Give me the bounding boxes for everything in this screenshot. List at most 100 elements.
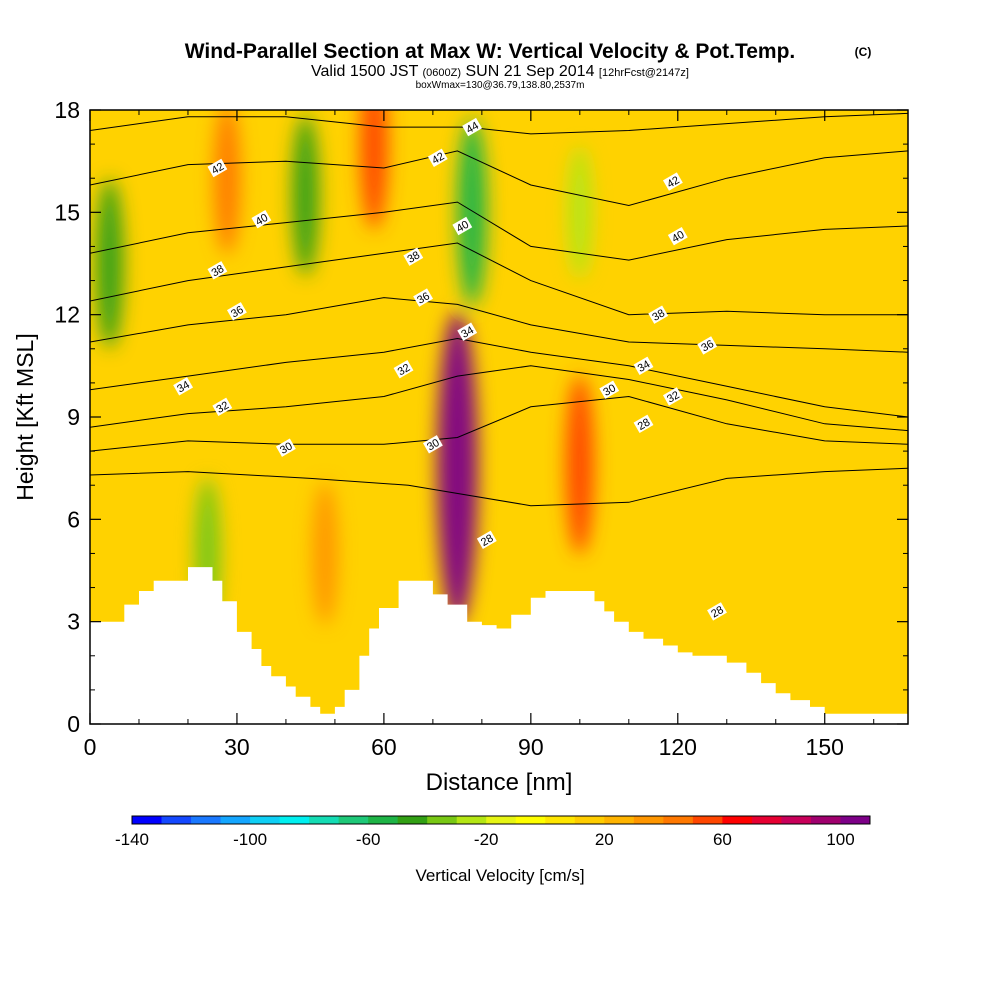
colorbar-swatch [515, 816, 546, 824]
isentrope-label-box [207, 158, 228, 178]
isentrope-label-text: 30 [278, 440, 295, 457]
colorbar-label: Vertical Velocity [cm/s] [415, 866, 584, 885]
isentrope-label-text: 28 [636, 416, 653, 433]
colorbar-swatch [191, 816, 221, 824]
colorbar-tick-label: -60 [356, 830, 381, 849]
isentrope-label-box [707, 602, 727, 621]
isentrope-label-box [413, 288, 434, 307]
colorbar-swatch [250, 816, 280, 824]
isentrope-label-text: 38 [405, 249, 422, 266]
y-tick-label: 6 [67, 506, 80, 532]
isentrope-28 [90, 467, 908, 507]
isentrope-label-text: 36 [229, 304, 246, 321]
velocity-feature-5 [457, 118, 487, 307]
isentrope-label-box [275, 438, 296, 457]
isentrope-label-text: 42 [665, 174, 682, 191]
isentrope-label-text: 32 [214, 399, 231, 416]
isentrope-38 [90, 242, 908, 316]
velocity-feature-2 [312, 481, 338, 625]
isentrope-label-15: 38 [207, 261, 228, 280]
isentrope-label-19: 40 [452, 216, 473, 236]
isentrope-40 [90, 201, 908, 261]
isentrope-label-1: 28 [707, 602, 727, 621]
copyright-mark: (C) [855, 45, 872, 59]
plot-area: 28 28 28 30 30 30 32 32 32 34 34 34 36 36 36 38 38 38 40 40… [90, 110, 908, 724]
y-tick-label: 12 [54, 302, 80, 328]
isentrope-42 [90, 150, 908, 207]
isentrope-label-text: 42 [210, 161, 227, 178]
colorbar-swatch [722, 816, 753, 824]
isentrope-label-16: 38 [403, 247, 424, 266]
velocity-feature-3 [213, 110, 241, 255]
isentrope-34 [90, 337, 908, 418]
colorbar-swatch [132, 816, 162, 824]
isentrope-label-text: 32 [665, 389, 682, 406]
colorbar-swatch [663, 816, 694, 824]
isentrope-label-14: 36 [697, 336, 718, 355]
y-tick-label: 9 [67, 404, 80, 430]
isentrope-label-6: 32 [212, 397, 233, 416]
isentrope-label-text: 28 [709, 604, 726, 621]
isentrope-label-text: 40 [670, 229, 687, 246]
x-tick-label: 150 [806, 734, 844, 760]
isentrope-label-box [212, 397, 233, 416]
velocity-feature-6 [567, 145, 593, 280]
isentrope-label-box [457, 322, 478, 341]
isentrope-label-text: 32 [396, 362, 413, 379]
colorbar-swatch [368, 816, 399, 824]
x-tick-label: 0 [84, 734, 97, 760]
isentrope-label-box [599, 380, 620, 399]
isentrope-label-box [462, 117, 483, 137]
colorbar-swatch [781, 816, 812, 824]
terrain-mask [90, 567, 908, 724]
isentrope-label-box [207, 261, 228, 280]
isentrope-label-text: 38 [210, 263, 227, 280]
utc-label: (0600Z) [423, 67, 462, 79]
isentrope-labels: 28 28 28 30 30 30 32 32 32 34 34 34 36 36 36 38 38 38 40 40… [173, 117, 727, 621]
colorbar-tick-label: -100 [233, 830, 267, 849]
isentrope-label-7: 32 [393, 360, 414, 379]
isentrope-lines [90, 112, 908, 507]
colorbar-swatch [279, 816, 310, 824]
isentrope-label-text: 42 [430, 150, 447, 167]
colorbar-swatch [545, 816, 576, 824]
isentrope-label-box [173, 377, 194, 396]
isentrope-label-box [476, 530, 497, 549]
isentrope-label-text: 34 [636, 358, 653, 375]
isentrope-label-18: 40 [251, 210, 272, 229]
isentrope-label-box [251, 210, 272, 229]
isentrope-label-text: 30 [425, 437, 442, 454]
isentrope-label-box [393, 360, 414, 379]
isentrope-label-20: 40 [667, 227, 688, 246]
colorbar-swatch [751, 816, 782, 824]
isentrope-label-13: 36 [413, 288, 434, 307]
isentrope-label-text: 44 [464, 120, 481, 137]
isentrope-label-box [662, 172, 683, 191]
isentrope-label-box [697, 336, 718, 355]
isentrope-label-text: 40 [254, 212, 271, 229]
isentrope-label-2: 28 [633, 414, 654, 433]
velocity-feature-0 [436, 311, 478, 626]
isentrope-label-23: 42 [662, 172, 683, 191]
colorbar-swatch [309, 816, 340, 824]
isentrope-32 [90, 365, 908, 432]
velocity-feature-4 [360, 110, 389, 230]
isentrope-label-11: 34 [633, 356, 654, 375]
y-tick-label: 3 [67, 609, 80, 635]
colorbar-swatch [574, 816, 605, 824]
colorbar-swatch [427, 816, 458, 824]
velocity-feature-1 [565, 375, 595, 555]
colorbar-tick-label: -140 [115, 830, 149, 849]
isentrope-label-box [633, 414, 654, 433]
chart-title: Wind-Parallel Section at Max W: Vertical… [185, 40, 796, 63]
isentrope-label-box [633, 356, 654, 375]
colorbar-swatch [220, 816, 251, 824]
valid-label: Valid 1500 JST [311, 63, 419, 80]
colorbar-swatch [633, 816, 664, 824]
y-tick-label: 15 [54, 199, 80, 225]
colorbar-frame [131, 815, 871, 825]
velocity-feature-8 [95, 178, 124, 349]
x-tick-label: 60 [371, 734, 397, 760]
isentrope-label-text: 34 [175, 379, 192, 396]
